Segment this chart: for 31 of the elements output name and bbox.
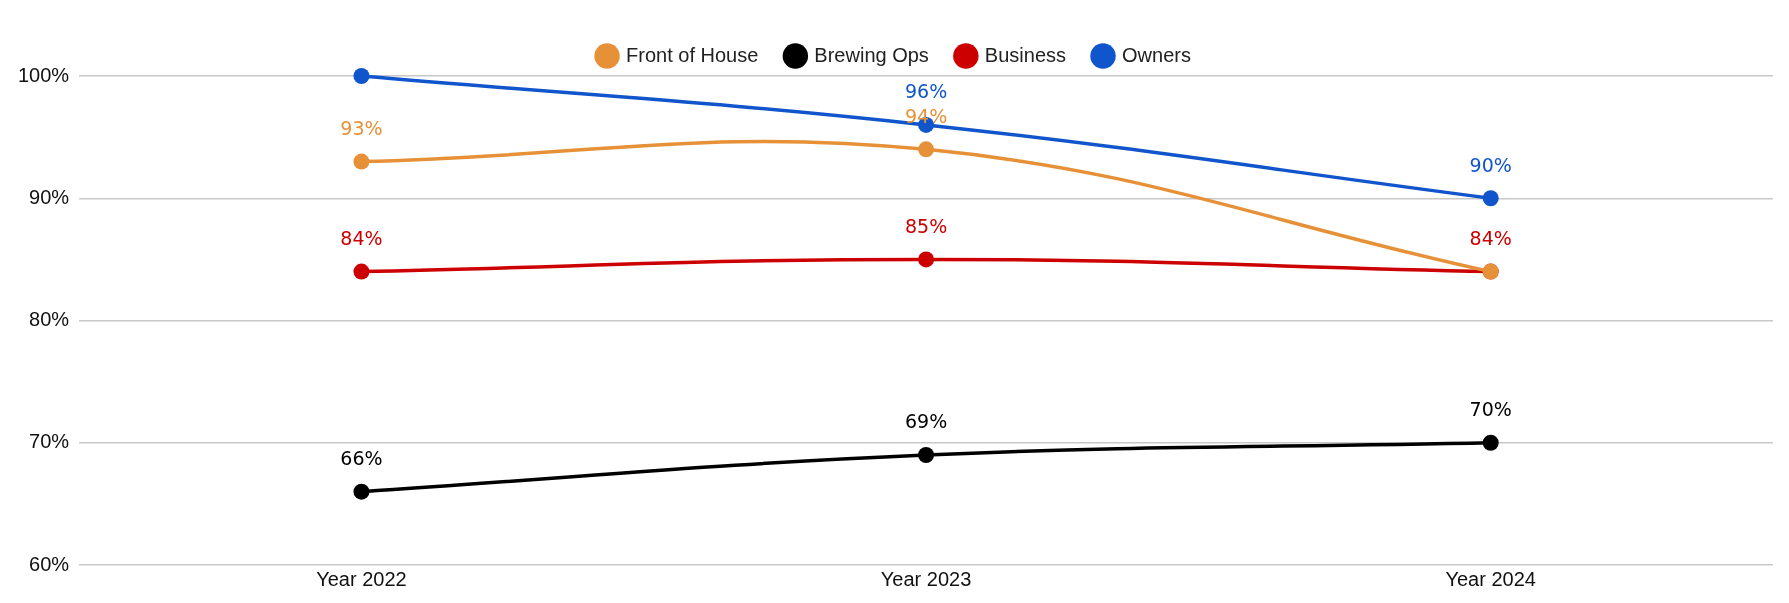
point [1482, 190, 1499, 207]
point [918, 141, 935, 158]
point [918, 446, 935, 463]
data-label: 70% [1469, 398, 1512, 421]
x-tick-label: Year 2022 [316, 567, 407, 590]
legend-label: Business [984, 43, 1067, 66]
data-label: 69% [904, 410, 948, 433]
legend-label: Owners [1122, 43, 1191, 66]
x-tick-label: Year 2023 [880, 567, 972, 590]
point [353, 483, 370, 500]
point [353, 68, 370, 84]
point [1482, 434, 1499, 451]
legend-label: Brewing Ops [814, 43, 929, 66]
point [918, 251, 935, 268]
data-label: 93% [340, 117, 383, 140]
y-tick-label: 90% [29, 185, 70, 208]
data-label: 90% [1469, 153, 1512, 176]
y-tick-label: 100% [18, 63, 70, 86]
data-label: 66% [340, 447, 383, 470]
data-label: 84% [1469, 227, 1512, 250]
legend-label: Front of House [626, 43, 759, 66]
x-tick-label: Year 2024 [1445, 567, 1536, 590]
data-label: 94% [904, 104, 948, 127]
y-tick-label: 60% [29, 552, 70, 575]
point [353, 153, 370, 170]
y-tick-label: 80% [29, 308, 70, 331]
data-label: 85% [904, 214, 948, 237]
point [353, 263, 370, 280]
data-label: 96% [904, 80, 948, 103]
data-label: 84% [340, 227, 383, 250]
y-tick-label: 70% [29, 430, 70, 453]
